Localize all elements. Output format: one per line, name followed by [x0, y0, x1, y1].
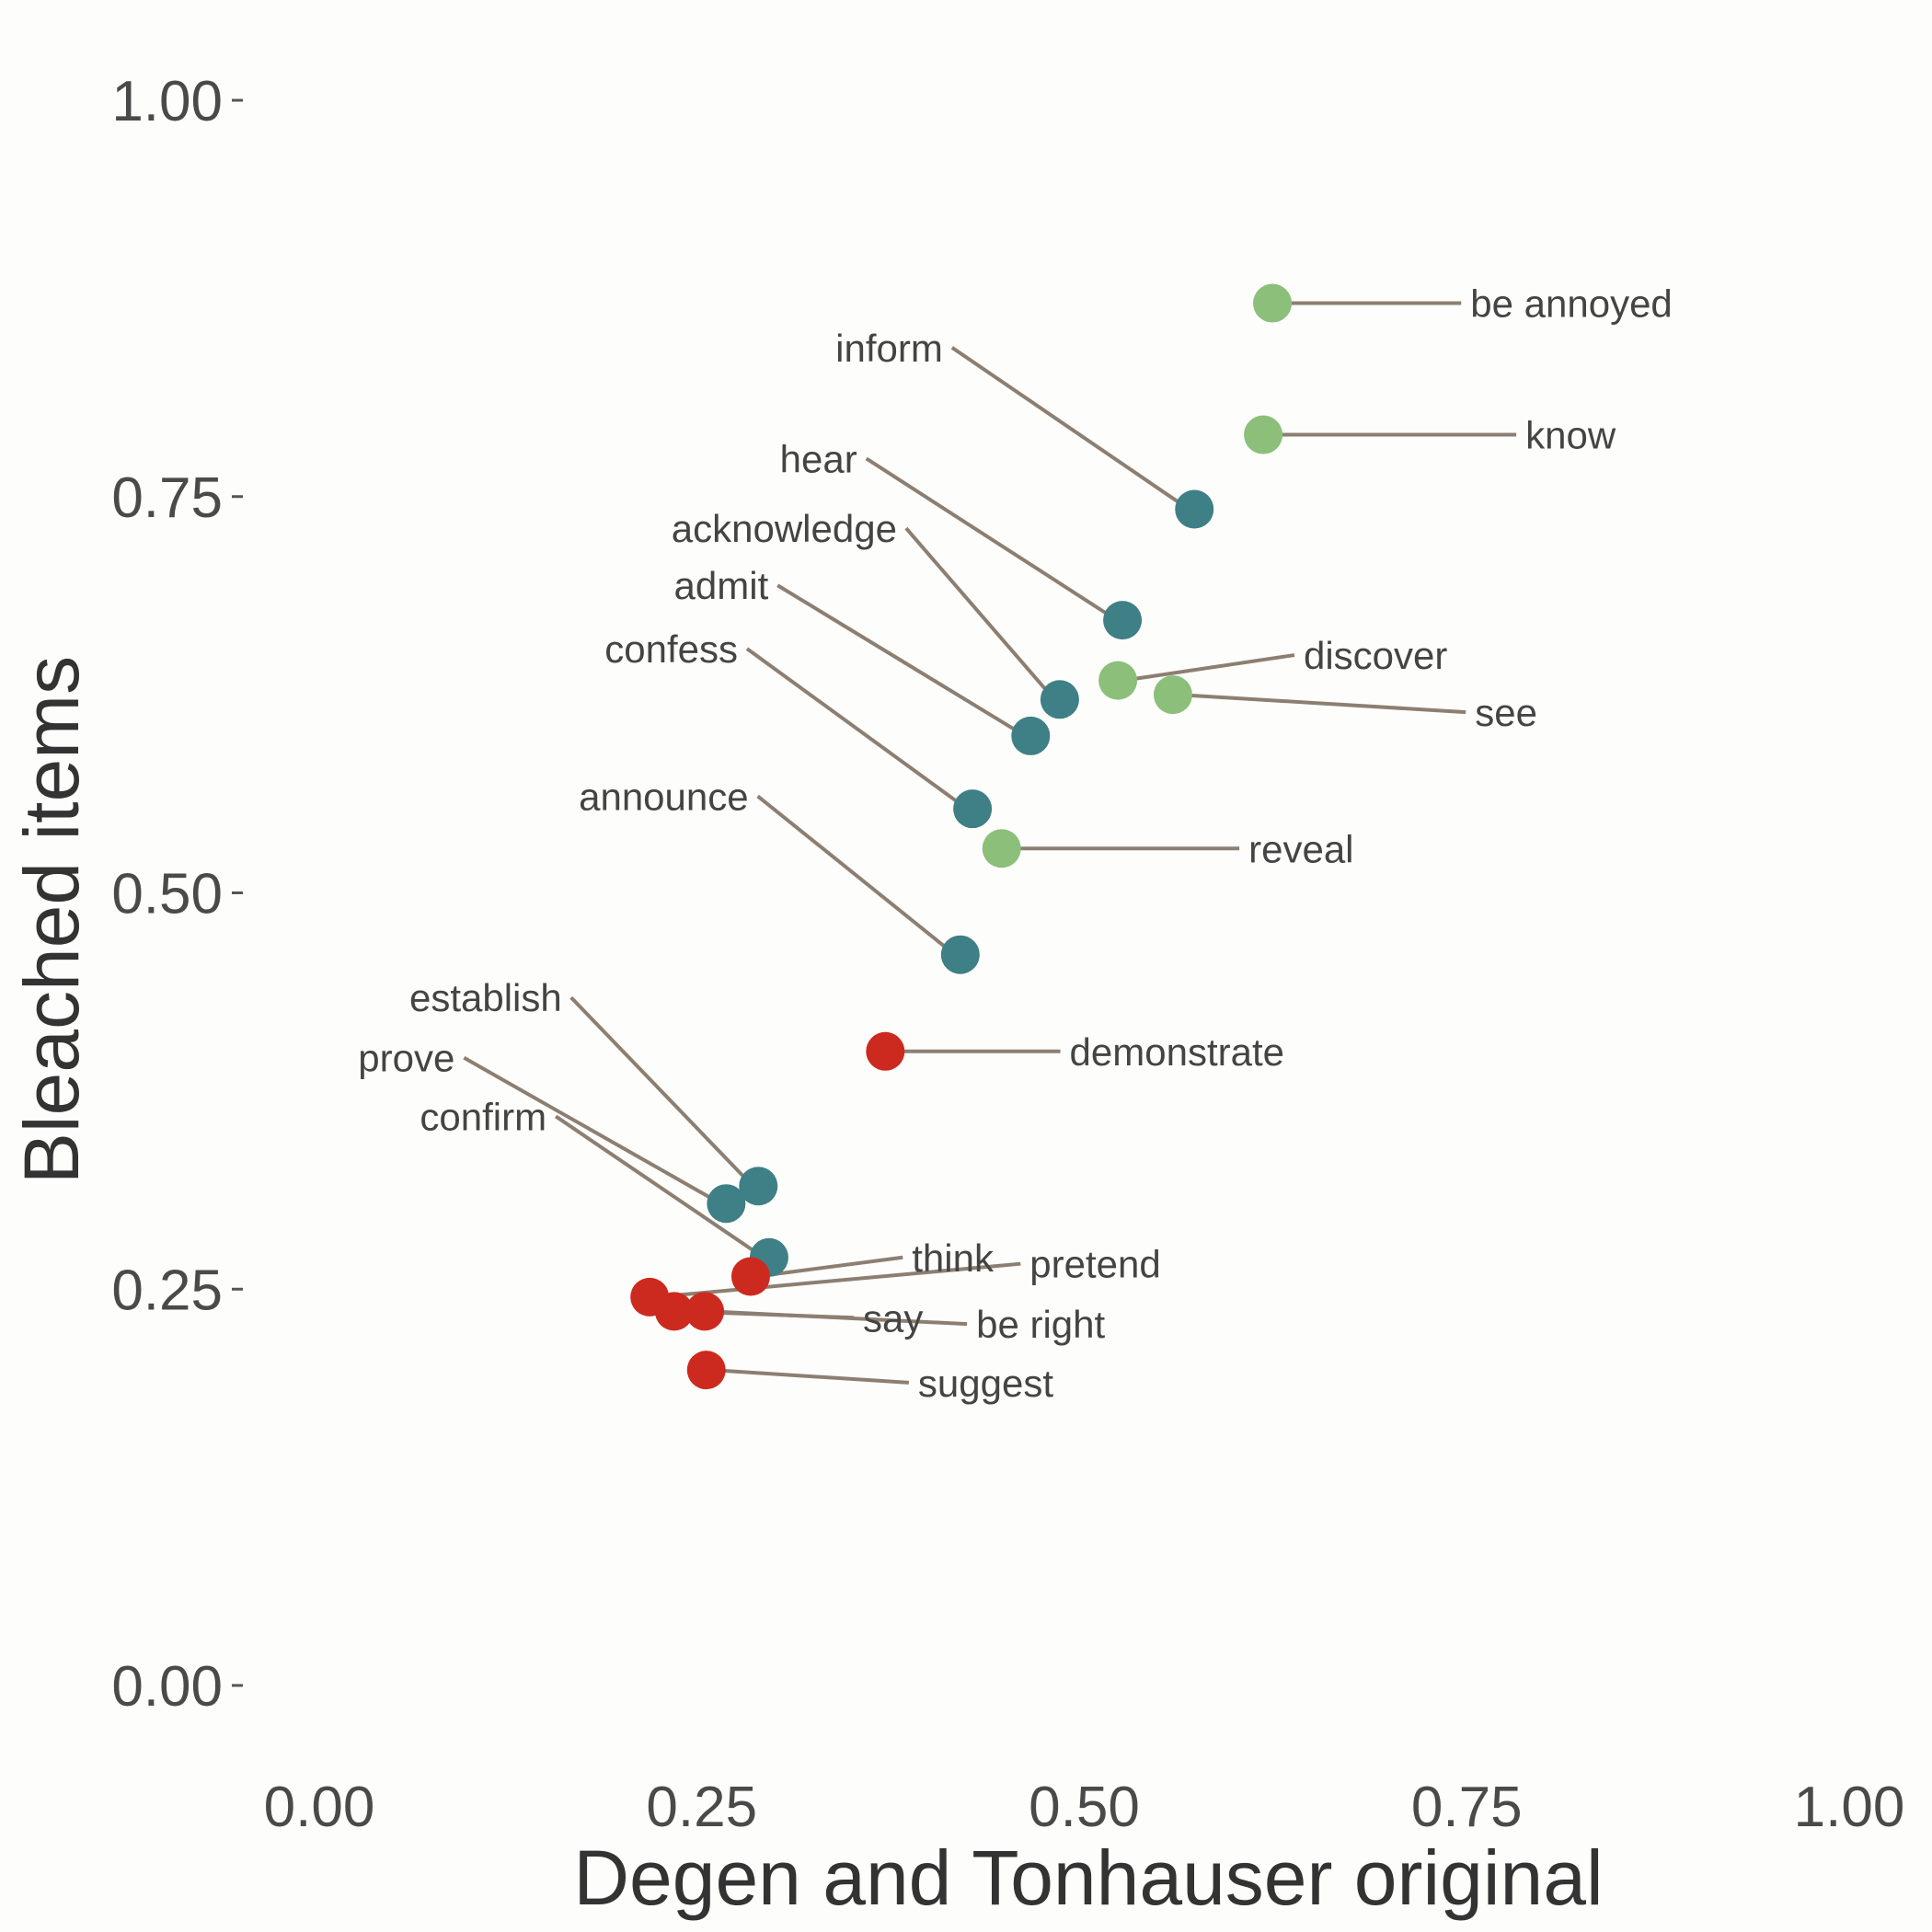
- data-point: [940, 935, 980, 974]
- data-point: [739, 1167, 778, 1206]
- point-label: discover: [1304, 634, 1447, 677]
- point-label: say: [863, 1296, 923, 1340]
- leader-line: [569, 995, 754, 1188]
- data-point: [654, 1292, 694, 1331]
- points-group: [630, 283, 1293, 1390]
- leader-line: [554, 1114, 765, 1259]
- point-label: confess: [604, 627, 738, 671]
- x-axis-title: Degen and Tonhauser original: [573, 1834, 1603, 1921]
- data-point: [1040, 680, 1079, 719]
- point-label: prove: [358, 1037, 454, 1080]
- leader-line: [776, 583, 1027, 738]
- point-label: think: [912, 1236, 995, 1280]
- point-label: demonstrate: [1070, 1030, 1284, 1074]
- leader-line: [709, 1309, 968, 1327]
- point-label: be annoyed: [1470, 282, 1673, 326]
- point-label: suggest: [918, 1362, 1053, 1405]
- point-label: hear: [780, 437, 857, 480]
- data-point: [1011, 716, 1051, 755]
- y-tick-label: 0.50: [111, 863, 223, 926]
- leader-line: [463, 1055, 722, 1205]
- y-tick-label: 0.75: [111, 466, 223, 530]
- point-label: know: [1525, 414, 1616, 457]
- x-tick-label: 0.00: [264, 1776, 375, 1839]
- leader-line: [755, 1255, 903, 1279]
- data-point: [866, 1031, 905, 1071]
- point-label: see: [1475, 691, 1537, 734]
- x-tick-label: 0.75: [1411, 1776, 1523, 1839]
- data-point: [707, 1184, 746, 1224]
- y-axis-title: Bleached items: [8, 656, 95, 1184]
- point-label: pretend: [1029, 1243, 1160, 1286]
- data-point: [1244, 415, 1283, 454]
- y-tick-label: 0.00: [111, 1655, 223, 1719]
- leader-line: [950, 346, 1190, 512]
- data-point: [1098, 661, 1138, 700]
- x-tick-label: 0.25: [646, 1776, 757, 1839]
- data-point: [686, 1351, 726, 1390]
- data-point: [953, 789, 993, 829]
- point-label: establish: [409, 976, 562, 1019]
- x-tick-label: 1.00: [1794, 1776, 1905, 1839]
- point-label: inform: [835, 327, 943, 370]
- data-point: [1175, 489, 1214, 529]
- data-point: [730, 1257, 770, 1296]
- point-labels-group: be annoyed know inform hear acknowledge disco…: [358, 282, 1673, 1405]
- y-tick-label: 1.00: [111, 70, 223, 133]
- leader-line: [711, 1368, 910, 1385]
- data-point: [685, 1292, 725, 1331]
- leader-line: [1122, 653, 1295, 683]
- data-point: [1253, 283, 1293, 323]
- point-label: admit: [674, 564, 769, 607]
- leader-line: [865, 456, 1119, 622]
- leader-lines-group: [463, 301, 1517, 1385]
- leader-line: [756, 794, 957, 957]
- point-label: announce: [579, 775, 749, 818]
- y-tick-label: 0.25: [111, 1259, 223, 1322]
- data-point: [1153, 675, 1192, 715]
- point-label: reveal: [1248, 827, 1353, 870]
- point-label: acknowledge: [672, 507, 897, 550]
- leader-line: [745, 647, 969, 811]
- x-tick-label: 0.50: [1029, 1776, 1140, 1839]
- leader-line: [1178, 693, 1466, 715]
- axes-group: 0.00 0.25 0.50 0.75 1.00 0.00 0.25 0.50 0.75 1.00: [111, 70, 1904, 1839]
- data-point: [982, 829, 1021, 868]
- data-point: [1103, 601, 1143, 640]
- leader-line: [655, 1261, 1021, 1299]
- point-label: be right: [976, 1303, 1105, 1346]
- point-label: confirm: [420, 1095, 546, 1138]
- leader-line: [904, 526, 1056, 701]
